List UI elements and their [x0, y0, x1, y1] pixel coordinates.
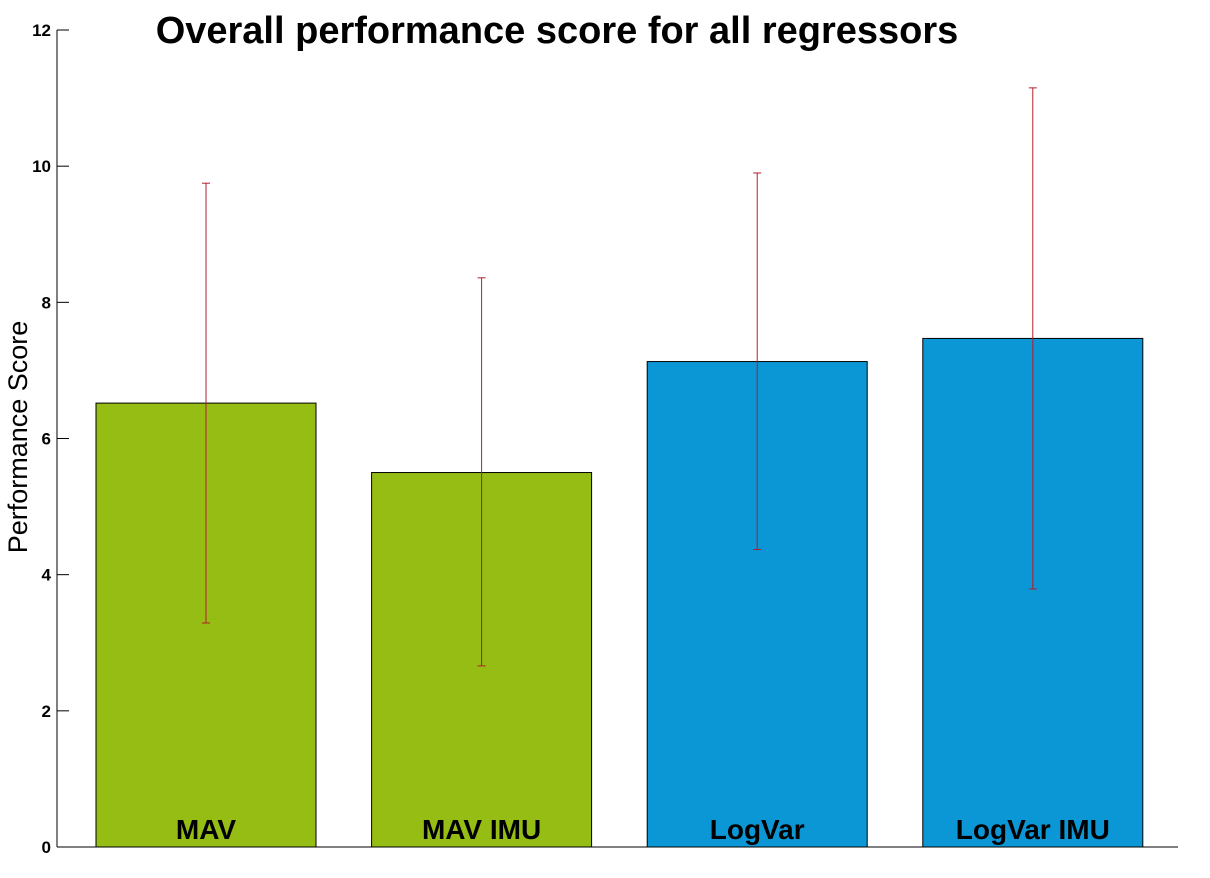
y-tick-label: 12: [32, 21, 51, 40]
y-tick-label: 10: [32, 157, 51, 176]
error-bar: [202, 182, 210, 624]
error-bar: [477, 277, 486, 667]
y-tick-label: 2: [42, 702, 51, 721]
y-tick-label: 8: [42, 293, 51, 312]
y-tick-label: 6: [42, 430, 51, 449]
category-label: LogVar IMU: [956, 814, 1110, 845]
y-tick-label: 4: [42, 566, 52, 585]
error-bar: [753, 172, 762, 550]
y-tick-label: 0: [42, 838, 51, 857]
bar-labels-group: MAV MAV IMU LogVar LogVar IMU: [176, 814, 1110, 845]
y-axis-title: Performance Score: [3, 321, 33, 554]
bars-group: [95, 337, 1144, 848]
category-label: MAV IMU: [422, 814, 541, 845]
chart-title: Overall performance score for all regres…: [156, 10, 959, 52]
error-bar: [1028, 87, 1037, 590]
error-bars-group: [202, 87, 1037, 667]
y-ticks-group: 0 2 4 6 8 10 12: [32, 21, 69, 857]
category-label: MAV: [176, 814, 236, 845]
category-label: LogVar: [710, 814, 805, 845]
